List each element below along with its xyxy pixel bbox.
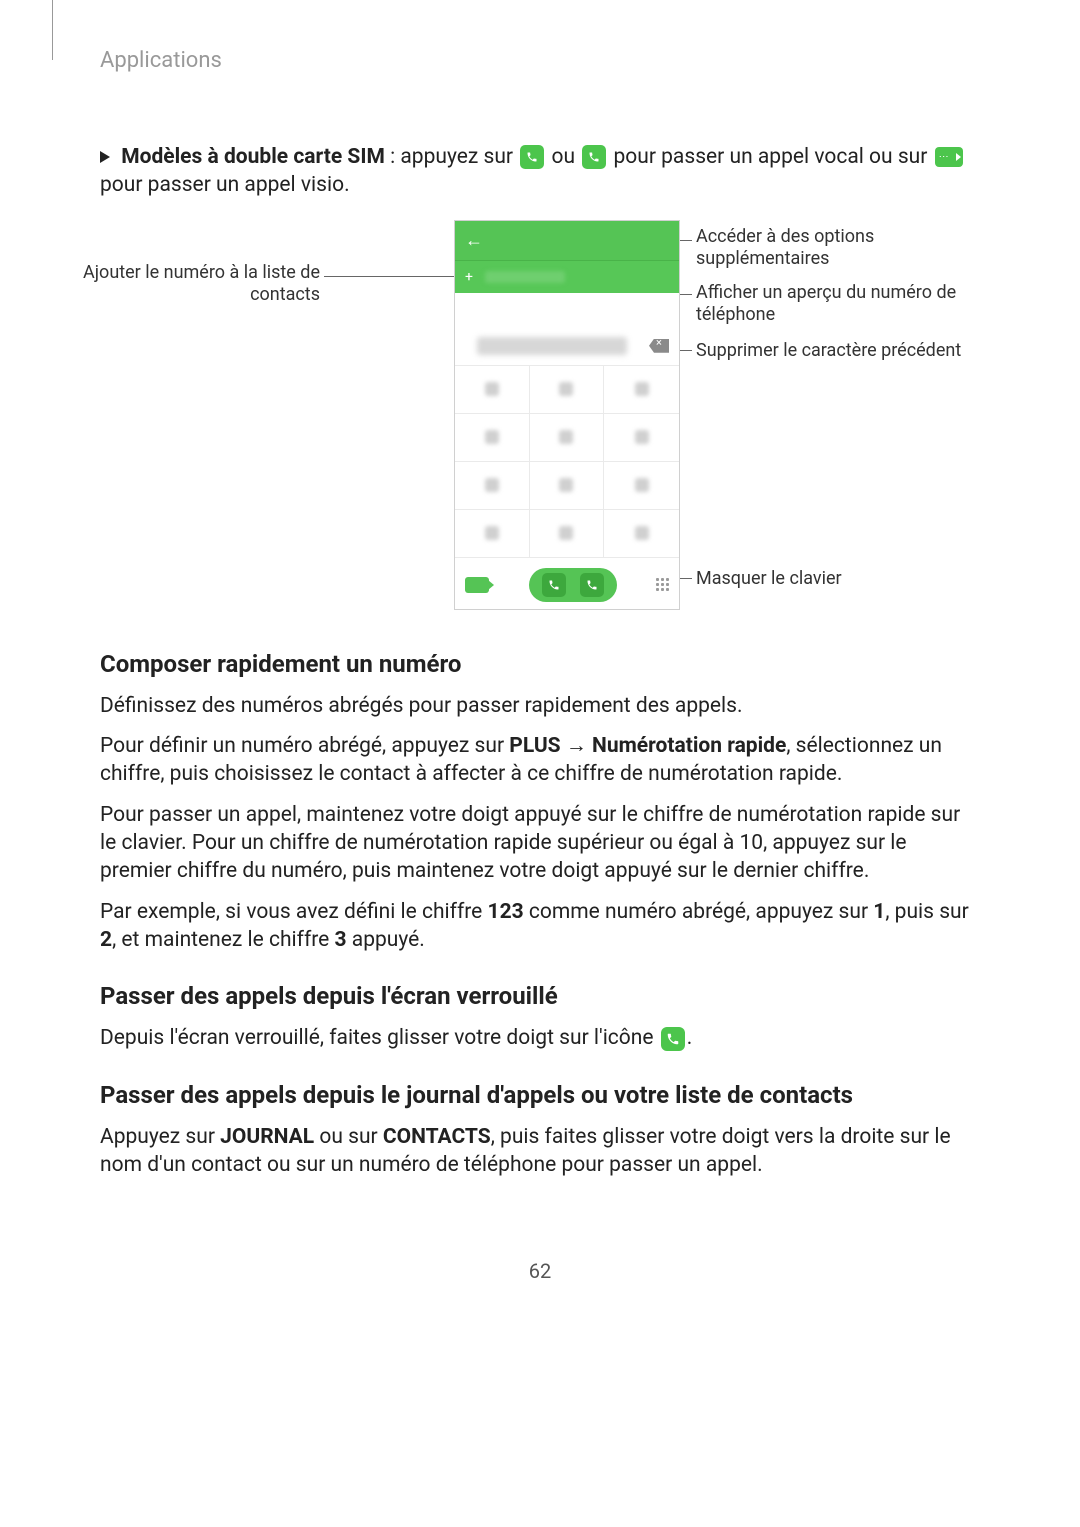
dual-sim-label: Modèles à double carte SIM [121,145,385,169]
triangle-bullet-icon [100,151,110,163]
backspace-icon [649,339,669,353]
text: Pour définir un numéro abrégé, appuyez s… [100,734,509,758]
callout-hide-keypad: Masquer le clavier [696,568,976,591]
journal-p1: Appuyez sur JOURNAL ou sur CONTACTS, pui… [100,1123,980,1180]
intro-text-1: : appuyez sur [385,145,518,169]
call-button-pill [529,568,617,602]
bold-speed-dial: Numérotation rapide [592,734,786,758]
keypad-key [604,366,679,414]
back-arrow-icon: ← [465,230,483,251]
bold-plus: PLUS [509,734,560,758]
callout-preview-number: Afficher un aperçu du numéro de téléphon… [696,282,986,327]
text: , et maintenez le chiffre [112,928,334,952]
keypad-key [604,414,679,462]
call-sim1-icon [542,573,566,597]
speed-dial-p2: Pour définir un numéro abrégé, appuyez s… [100,732,980,789]
arrow-text: → [561,734,592,758]
intro-text-2: pour passer un appel vocal ou sur [613,145,932,169]
text: ou sur [314,1125,383,1149]
blurred-number-preview [477,337,627,355]
video-call-icon [935,147,963,167]
phone-bottom-bar [455,558,679,612]
callout-add-contacts: Ajouter le numéro à la liste de contacts [60,262,320,307]
keypad-key [530,462,605,510]
phone-add-to-contacts-row: + [455,261,679,293]
video-call-icon [465,577,489,593]
callout-line [324,276,462,277]
text: comme numéro abrégé, appuyez sur [524,900,874,924]
text: appuyé. [347,928,425,952]
phone-keypad [455,365,679,558]
speed-dial-p1: Définissez des numéros abrégés pour pass… [100,692,980,720]
text: Depuis l'écran verrouillé, faites glisse… [100,1026,659,1050]
keypad-key [530,414,605,462]
bold-contacts: CONTACTS [383,1125,491,1149]
callout-more-options: Accéder à des options supplémentaires [696,226,976,271]
speed-dial-p3: Pour passer un appel, maintenez votre do… [100,801,980,886]
phone-top-bar: ← [455,221,679,261]
keypad-key [530,366,605,414]
call-sim2-icon [580,573,604,597]
phone-shortcut-icon [661,1027,685,1051]
text: , puis sur [885,900,968,924]
blurred-add-contacts-label [485,271,565,283]
speed-dial-p4: Par exemple, si vous avez défini le chif… [100,898,980,955]
phone-dialer-diagram: Ajouter le numéro à la liste de contacts… [100,220,980,610]
callout-delete-char: Supprimer le caractère précédent [696,340,996,363]
keypad-key [604,510,679,558]
heading-speed-dial: Composer rapidement un numéro [100,650,980,678]
page-edge-decoration [52,0,53,60]
bold-3: 3 [335,928,347,952]
bold-1: 1 [873,900,885,924]
bold-2: 2 [100,928,112,952]
text: Par exemple, si vous avez défini le chif… [100,900,488,924]
text: . [687,1026,693,1050]
intro-text-mid: ou [551,145,580,169]
keypad-key [604,462,679,510]
keypad-key [530,510,605,558]
phone-mockup: ← + [454,220,680,610]
page-number: 62 [100,1259,980,1283]
bold-journal: JOURNAL [220,1125,314,1149]
heading-journal-contacts: Passer des appels depuis le journal d'ap… [100,1081,980,1109]
text: Appuyez sur [100,1125,220,1149]
keypad-key [455,462,530,510]
call-sim1-icon [520,145,544,169]
intro-paragraph: Modèles à double carte SIM : appuyez sur… [100,143,980,200]
section-header: Applications [100,48,980,73]
call-sim2-icon [582,145,606,169]
phone-number-display [455,293,679,365]
bold-123: 123 [488,900,524,924]
keypad-key [455,366,530,414]
plus-icon: + [465,271,477,283]
locked-p1: Depuis l'écran verrouillé, faites glisse… [100,1024,980,1052]
intro-text-3: pour passer un appel visio. [100,173,350,197]
hide-keypad-icon [656,578,669,591]
keypad-key [455,414,530,462]
heading-locked-screen: Passer des appels depuis l'écran verroui… [100,982,980,1010]
keypad-key [455,510,530,558]
